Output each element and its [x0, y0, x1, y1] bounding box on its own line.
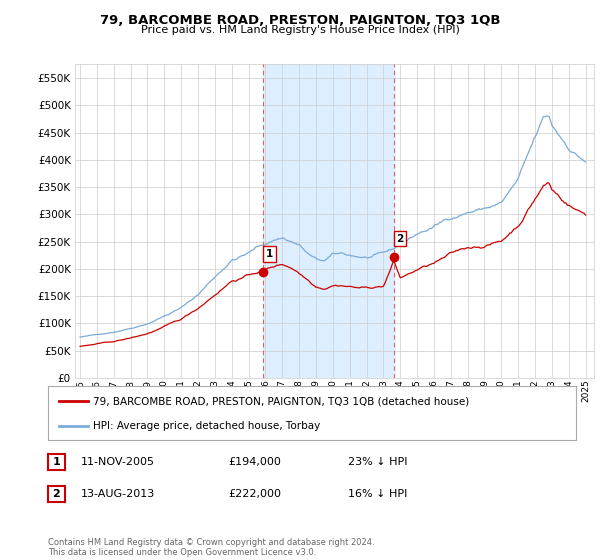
Text: Price paid vs. HM Land Registry's House Price Index (HPI): Price paid vs. HM Land Registry's House … — [140, 25, 460, 35]
Text: 1: 1 — [53, 457, 60, 467]
Text: 16% ↓ HPI: 16% ↓ HPI — [348, 489, 407, 499]
Text: 2: 2 — [53, 489, 60, 499]
Text: Contains HM Land Registry data © Crown copyright and database right 2024.
This d: Contains HM Land Registry data © Crown c… — [48, 538, 374, 557]
Text: 23% ↓ HPI: 23% ↓ HPI — [348, 457, 407, 467]
Text: £222,000: £222,000 — [228, 489, 281, 499]
Text: 79, BARCOMBE ROAD, PRESTON, PAIGNTON, TQ3 1QB (detached house): 79, BARCOMBE ROAD, PRESTON, PAIGNTON, TQ… — [93, 396, 469, 407]
Bar — [263, 64, 394, 378]
Text: 2: 2 — [397, 234, 404, 244]
Text: 13-AUG-2013: 13-AUG-2013 — [81, 489, 155, 499]
Text: HPI: Average price, detached house, Torbay: HPI: Average price, detached house, Torb… — [93, 421, 320, 431]
Text: £194,000: £194,000 — [228, 457, 281, 467]
Text: 79, BARCOMBE ROAD, PRESTON, PAIGNTON, TQ3 1QB: 79, BARCOMBE ROAD, PRESTON, PAIGNTON, TQ… — [100, 14, 500, 27]
Text: 1: 1 — [266, 249, 273, 259]
Text: 11-NOV-2005: 11-NOV-2005 — [81, 457, 155, 467]
